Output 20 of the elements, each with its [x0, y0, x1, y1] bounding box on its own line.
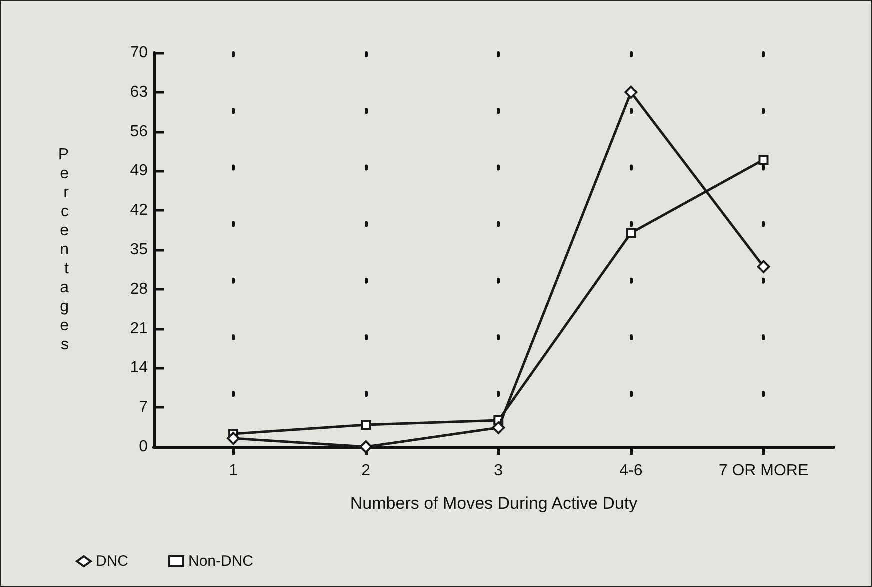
y-tick-label: 56 [130, 123, 148, 140]
y-tick-label: 14 [130, 360, 148, 377]
y-tick-label: 28 [130, 280, 148, 298]
y-tick-label: 7 [139, 399, 148, 416]
legend-label: DNC [96, 553, 129, 570]
legend-label: Non-DNC [188, 553, 254, 570]
x-axis-title: Numbers of Moves During Active Duty [350, 494, 638, 513]
y-tick-label: 21 [130, 320, 148, 338]
x-tick-label: 3 [494, 462, 504, 480]
y-tick-label: 42 [130, 202, 148, 220]
y-tick-label: 49 [130, 162, 148, 180]
x-tick-label: 4-6 [620, 462, 643, 480]
x-tick-label: 7 OR MORE [718, 462, 809, 480]
y-tick-label: 0 [139, 438, 148, 456]
x-tick-label: 1 [229, 462, 238, 480]
x-tick-label: 2 [362, 462, 371, 480]
y-tick-label: 70 [130, 44, 148, 62]
y-tick-label: 63 [130, 84, 148, 101]
text: Percentages [58, 146, 69, 354]
y-tick-label: 35 [130, 242, 148, 258]
